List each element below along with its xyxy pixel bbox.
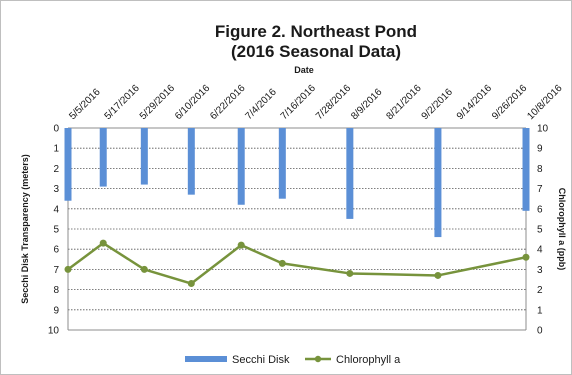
- right-tick-label: 7: [537, 184, 543, 195]
- legend-swatch-chlorophyll-marker: [314, 355, 322, 363]
- left-tick-label: 5: [53, 225, 59, 236]
- secchi-bar: [522, 128, 530, 211]
- secchi-bars: [64, 128, 530, 238]
- right-axis-label: Chlorophyll a (ppb): [557, 188, 567, 271]
- secchi-bar: [237, 128, 245, 205]
- secchi-bar: [346, 128, 354, 219]
- legend-label-secchi: Secchi Disk: [232, 354, 290, 366]
- secchi-bar: [434, 128, 442, 238]
- left-tick-label: 9: [53, 305, 59, 316]
- date-tick-labels: 5/5/2016 5/17/20165/29/20166/10/20166/22/…: [67, 83, 565, 123]
- chlorophyll-line: [64, 239, 530, 288]
- right-tick-label: 0: [537, 326, 543, 337]
- secchi-bar: [187, 128, 195, 195]
- secchi-bar: [99, 128, 107, 187]
- secchi-bar: [64, 128, 72, 201]
- left-tick-label: 6: [53, 245, 59, 256]
- left-tick-label: 3: [53, 184, 59, 195]
- chart-title-line1: Figure 2. Northeast Pond: [215, 22, 417, 41]
- secchi-bar: [278, 128, 286, 199]
- right-tick-label: 2: [537, 285, 543, 296]
- chlorophyll-point: [99, 239, 107, 247]
- secchi-bar: [140, 128, 148, 185]
- chlorophyll-point: [187, 280, 195, 288]
- legend-swatch-secchi: [185, 356, 227, 362]
- date-tick-label: 8/21/2016: [384, 83, 424, 123]
- right-tick-label: 10: [537, 124, 549, 135]
- chlorophyll-point: [237, 241, 245, 249]
- left-tick-label: 1: [53, 144, 59, 155]
- date-tick-label: 8/9/2016: [349, 87, 385, 123]
- chart-title-line2: (2016 Seasonal Data): [231, 42, 401, 61]
- date-tick-label: 7/16/2016: [279, 83, 319, 123]
- left-axis-ticks: 0 1 2 3 4 5 6 7 8 9 10: [48, 124, 60, 337]
- left-tick-label: 7: [53, 265, 59, 276]
- date-tick-label: 7/28/2016: [314, 83, 354, 123]
- right-tick-label: 6: [537, 204, 543, 215]
- legend-label-chlorophyll: Chlorophyll a: [336, 354, 401, 366]
- date-tick-label: 6/10/2016: [173, 83, 213, 123]
- left-tick-label: 0: [53, 124, 59, 135]
- date-tick-label: 9/2/2016: [420, 87, 456, 123]
- chlorophyll-point: [278, 259, 286, 267]
- right-tick-label: 8: [537, 164, 543, 175]
- left-tick-label: 4: [53, 204, 59, 215]
- date-tick-label: 9/26/2016: [490, 83, 530, 123]
- right-tick-label: 5: [537, 225, 543, 236]
- right-tick-label: 4: [537, 245, 543, 256]
- left-tick-label: 8: [53, 285, 59, 296]
- chlorophyll-point: [346, 269, 354, 277]
- right-tick-label: 9: [537, 144, 543, 155]
- legend: Secchi Disk Chlorophyll a: [185, 354, 401, 366]
- date-tick-label: 5/29/2016: [138, 83, 178, 123]
- date-tick-label: 5/5/2016: [67, 87, 103, 123]
- left-tick-label: 10: [48, 326, 60, 337]
- date-tick-label: 6/22/2016: [208, 83, 248, 123]
- chlorophyll-point: [140, 265, 148, 273]
- right-tick-label: 1: [537, 305, 543, 316]
- left-axis-label: Secchi Disk Transparency (meters): [20, 154, 30, 304]
- date-tick-label: 10/8/2016: [525, 83, 565, 123]
- left-tick-label: 2: [53, 164, 59, 175]
- date-tick-label: 7/4/2016: [243, 87, 279, 123]
- x-axis-label: Date: [294, 65, 314, 75]
- chlorophyll-point: [522, 253, 530, 261]
- date-tick-label: 9/14/2016: [455, 83, 495, 123]
- gridlines: [67, 127, 527, 331]
- chlorophyll-point: [64, 265, 72, 273]
- chlorophyll-point: [434, 271, 442, 279]
- right-tick-label: 3: [537, 265, 543, 276]
- date-tick-label: 5/17/2016: [103, 83, 143, 123]
